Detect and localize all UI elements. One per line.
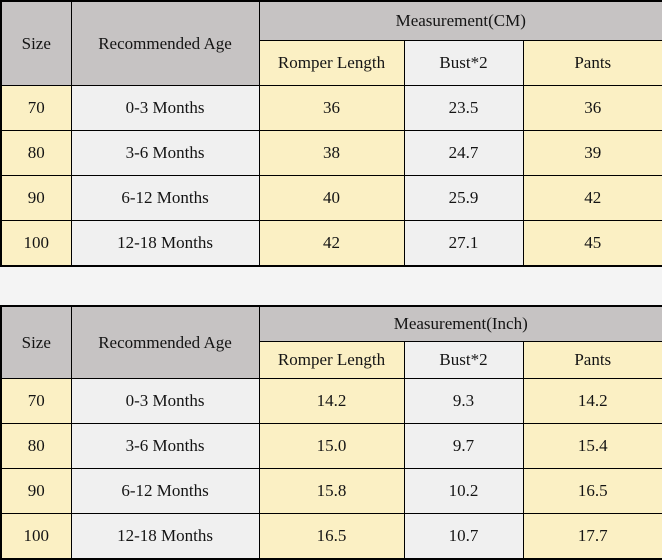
table-cell: 14.2	[258, 378, 405, 424]
table-cell: 42	[522, 175, 662, 221]
table-row: 80 3-6 Months 38 24.7 39	[0, 130, 662, 176]
table-row: 80 3-6 Months 15.0 9.7 15.4	[0, 423, 662, 469]
table-cell: 42	[258, 220, 405, 267]
inch-size-table: Size Recommended Age Measurement(Inch) R…	[0, 305, 662, 560]
cm-size-column-header: Size	[0, 0, 72, 86]
table-cell: 15.0	[258, 423, 405, 469]
table-cell: 6-12 Months	[70, 468, 260, 514]
table-cell: 39	[522, 130, 662, 176]
inch-romper-length-header: Romper Length	[258, 341, 405, 379]
table-cell: 100	[0, 220, 72, 267]
cm-pants-header: Pants	[522, 40, 662, 86]
table-cell: 12-18 Months	[70, 513, 260, 560]
table-cell: 25.9	[403, 175, 524, 221]
table-cell: 15.4	[522, 423, 662, 469]
table-cell: 14.2	[522, 378, 662, 424]
table-cell: 70	[0, 378, 72, 424]
inch-bust-header: Bust*2	[403, 341, 524, 379]
table-cell: 16.5	[258, 513, 405, 560]
table-cell: 0-3 Months	[70, 85, 260, 131]
table-cell: 80	[0, 130, 72, 176]
table-cell: 6-12 Months	[70, 175, 260, 221]
cm-age-column-header: Recommended Age	[70, 0, 260, 86]
table-row: 90 6-12 Months 40 25.9 42	[0, 175, 662, 221]
table-cell: 12-18 Months	[70, 220, 260, 267]
table-cell: 80	[0, 423, 72, 469]
inch-size-column-header: Size	[0, 305, 72, 379]
table-cell: 15.8	[258, 468, 405, 514]
inch-header-row: Size Recommended Age Measurement(Inch)	[0, 305, 662, 379]
table-cell: 9.7	[403, 423, 524, 469]
table-cell: 27.1	[403, 220, 524, 267]
table-row: 100 12-18 Months 42 27.1 45	[0, 220, 662, 267]
table-row: 100 12-18 Months 16.5 10.7 17.7	[0, 513, 662, 560]
table-cell: 100	[0, 513, 72, 560]
table-cell: 3-6 Months	[70, 423, 260, 469]
inch-pants-header: Pants	[522, 341, 662, 379]
cm-subheader-row: Romper Length Bust*2 Pants	[1, 40, 662, 86]
table-cell: 24.7	[403, 130, 524, 176]
inch-age-column-header: Recommended Age	[70, 305, 260, 379]
cm-size-table: Size Recommended Age Measurement(CM) Rom…	[0, 0, 662, 267]
table-gap	[0, 267, 662, 305]
table-cell: 16.5	[522, 468, 662, 514]
table-cell: 10.7	[403, 513, 524, 560]
table-row: 70 0-3 Months 36 23.5 36	[0, 85, 662, 131]
cm-bust-header: Bust*2	[403, 40, 524, 86]
table-cell: 38	[258, 130, 405, 176]
table-cell: 40	[258, 175, 405, 221]
table-cell: 0-3 Months	[70, 378, 260, 424]
table-cell: 17.7	[522, 513, 662, 560]
table-cell: 90	[0, 468, 72, 514]
table-row: 90 6-12 Months 15.8 10.2 16.5	[0, 468, 662, 514]
inch-subheader-row: Romper Length Bust*2 Pants	[1, 341, 662, 379]
table-cell: 36	[522, 85, 662, 131]
cm-romper-length-header: Romper Length	[258, 40, 405, 86]
table-cell: 45	[522, 220, 662, 267]
table-cell: 70	[0, 85, 72, 131]
table-cell: 90	[0, 175, 72, 221]
table-cell: 10.2	[403, 468, 524, 514]
cm-header-row: Size Recommended Age Measurement(CM)	[0, 0, 662, 86]
table-cell: 9.3	[403, 378, 524, 424]
table-cell: 23.5	[403, 85, 524, 131]
cm-measurement-header: Measurement(CM)	[258, 0, 662, 41]
table-cell: 3-6 Months	[70, 130, 260, 176]
table-row: 70 0-3 Months 14.2 9.3 14.2	[0, 378, 662, 424]
inch-measurement-header: Measurement(Inch)	[258, 305, 662, 342]
table-cell: 36	[258, 85, 405, 131]
